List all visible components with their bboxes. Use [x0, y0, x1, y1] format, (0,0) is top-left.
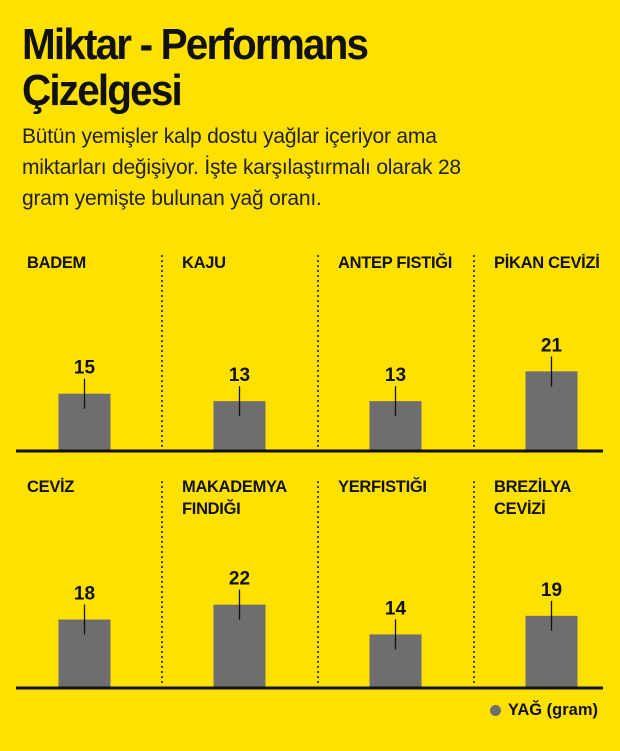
category-label-5: CEVİZ — [27, 478, 74, 496]
subtitle-line-1: Bütün yemişler kalp dostu yağlar içeriyo… — [22, 125, 437, 148]
title-line-1: Miktar - Performans — [22, 20, 369, 69]
value-label-6: 22 — [229, 569, 250, 590]
subtitle-line-2: miktarları değişiyor. İşte karşılaştırma… — [22, 156, 461, 179]
value-label-7: 14 — [385, 598, 407, 619]
category-label-2: KAJU — [182, 254, 226, 272]
subtitle-line-3: gram yemişte bulunan yağ oranı. — [22, 187, 322, 210]
category-label-6-line-2: FINDIĞI — [182, 499, 240, 518]
value-label-3: 13 — [385, 365, 406, 386]
value-label-5: 18 — [74, 584, 95, 605]
category-label-8-line-2: CEVİZİ — [494, 500, 545, 518]
legend-dot-icon — [489, 705, 501, 716]
category-label-4: PİKAN CEVİZİ — [494, 254, 600, 272]
value-label-4: 21 — [541, 335, 563, 356]
category-label-3: ANTEP FISTIĞI — [338, 253, 452, 272]
chart-title: Miktar - Performans Çizelgesi — [22, 22, 565, 114]
legend-label: YAĞ (gram) — [507, 701, 598, 719]
category-label-7: YERFISTIĞI — [338, 477, 427, 496]
chart-subtitle: Bütün yemişler kalp dostu yağlar içeriyo… — [22, 121, 612, 214]
category-label-1: BADEM — [27, 254, 86, 272]
legend: YAĞ (gram) — [489, 701, 598, 720]
value-label-2: 13 — [229, 365, 250, 386]
title-line-2: Çizelgesi — [22, 66, 183, 115]
category-label-6-line-1: MAKADEMYA — [182, 478, 287, 496]
category-label-8-line-1: BREZİLYA — [494, 478, 571, 496]
value-label-8: 19 — [541, 580, 562, 601]
value-label-1: 15 — [74, 358, 96, 379]
